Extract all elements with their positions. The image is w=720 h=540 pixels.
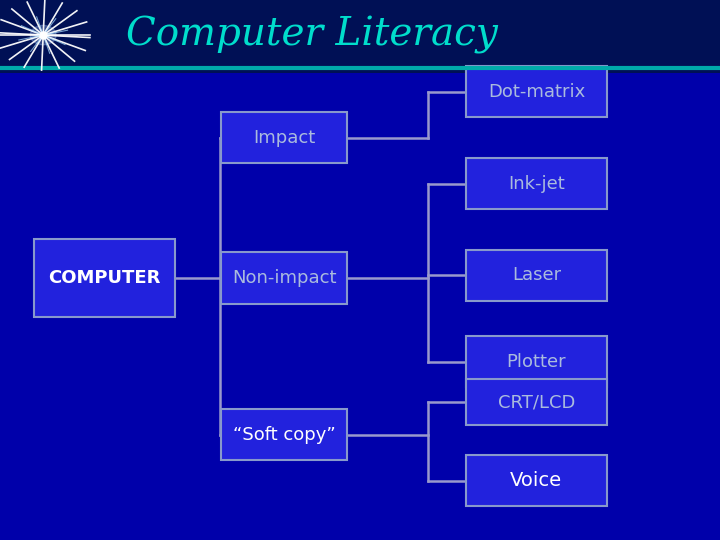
Text: Laser: Laser [512, 266, 561, 285]
Text: “Soft copy”: “Soft copy” [233, 426, 336, 444]
Text: Voice: Voice [510, 471, 562, 490]
Circle shape [30, 25, 56, 45]
Text: Dot-matrix: Dot-matrix [487, 83, 585, 101]
FancyBboxPatch shape [467, 336, 606, 388]
Text: Computer Literacy: Computer Literacy [126, 16, 498, 54]
FancyBboxPatch shape [0, 0, 720, 73]
FancyBboxPatch shape [467, 379, 606, 426]
FancyBboxPatch shape [222, 252, 347, 303]
FancyBboxPatch shape [467, 66, 606, 117]
Text: Non-impact: Non-impact [232, 269, 337, 287]
Text: Ink-jet: Ink-jet [508, 174, 564, 193]
Text: CRT/LCD: CRT/LCD [498, 393, 575, 411]
FancyBboxPatch shape [34, 239, 174, 317]
Text: Plotter: Plotter [507, 353, 566, 371]
FancyBboxPatch shape [222, 112, 347, 163]
Text: Impact: Impact [253, 129, 315, 147]
FancyBboxPatch shape [467, 249, 606, 301]
FancyBboxPatch shape [467, 455, 606, 507]
Text: COMPUTER: COMPUTER [48, 269, 161, 287]
FancyBboxPatch shape [222, 409, 347, 460]
FancyBboxPatch shape [467, 158, 606, 209]
